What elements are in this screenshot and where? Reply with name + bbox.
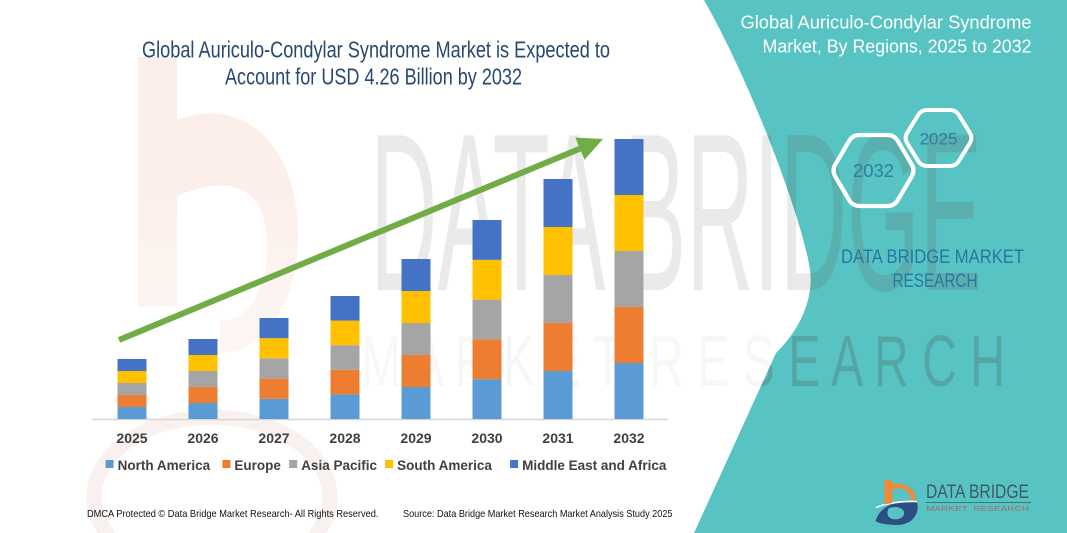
svg-text:2032: 2032 <box>853 160 894 181</box>
svg-text:DATA BRIDGE: DATA BRIDGE <box>926 482 1029 503</box>
svg-text:2028: 2028 <box>329 430 360 446</box>
svg-text:RESEARCH: RESEARCH <box>893 271 978 292</box>
svg-text:Asia Pacific: Asia Pacific <box>301 458 377 473</box>
svg-text:Market, By Regions, 2025 to 20: Market, By Regions, 2025 to 2032 <box>763 37 1032 57</box>
svg-text:DMCA Protected © Data Bridge M: DMCA Protected © Data Bridge Market Rese… <box>87 508 379 520</box>
svg-text:Account for USD 4.26 Billion b: Account for USD 4.26 Billion by 2032 <box>225 64 522 90</box>
svg-text:Source: Data Bridge Market Res: Source: Data Bridge Market Research Mark… <box>403 508 673 520</box>
svg-text:North America: North America <box>118 458 211 473</box>
svg-text:Europe: Europe <box>234 458 281 473</box>
svg-text:DATA BRIDGE MARKET: DATA BRIDGE MARKET <box>841 247 1024 268</box>
svg-text:2030: 2030 <box>471 430 502 446</box>
svg-text:2025: 2025 <box>116 430 147 446</box>
svg-text:South America: South America <box>397 458 492 473</box>
svg-text:2032: 2032 <box>613 430 644 446</box>
svg-text:2025: 2025 <box>920 130 958 149</box>
svg-text:MARKET RESEARCH: MARKET RESEARCH <box>926 506 1029 513</box>
svg-text:M A R K E T R E S E A R C H: M A R K E T R E S E A R C H <box>361 322 1005 402</box>
svg-text:2026: 2026 <box>187 430 218 446</box>
svg-text:2031: 2031 <box>542 430 573 446</box>
svg-text:Middle East and Africa: Middle East and Africa <box>522 458 667 473</box>
svg-text:2027: 2027 <box>258 430 289 446</box>
svg-text:2029: 2029 <box>400 430 431 446</box>
svg-text:Global Auriculo-Condylar Syndr: Global Auriculo-Condylar Syndrome Market… <box>142 37 610 63</box>
svg-text:Global Auriculo-Condylar Syndr: Global Auriculo-Condylar Syndrome <box>741 13 1032 33</box>
svg-text:DATA BRIDGE: DATA BRIDGE <box>370 86 982 338</box>
